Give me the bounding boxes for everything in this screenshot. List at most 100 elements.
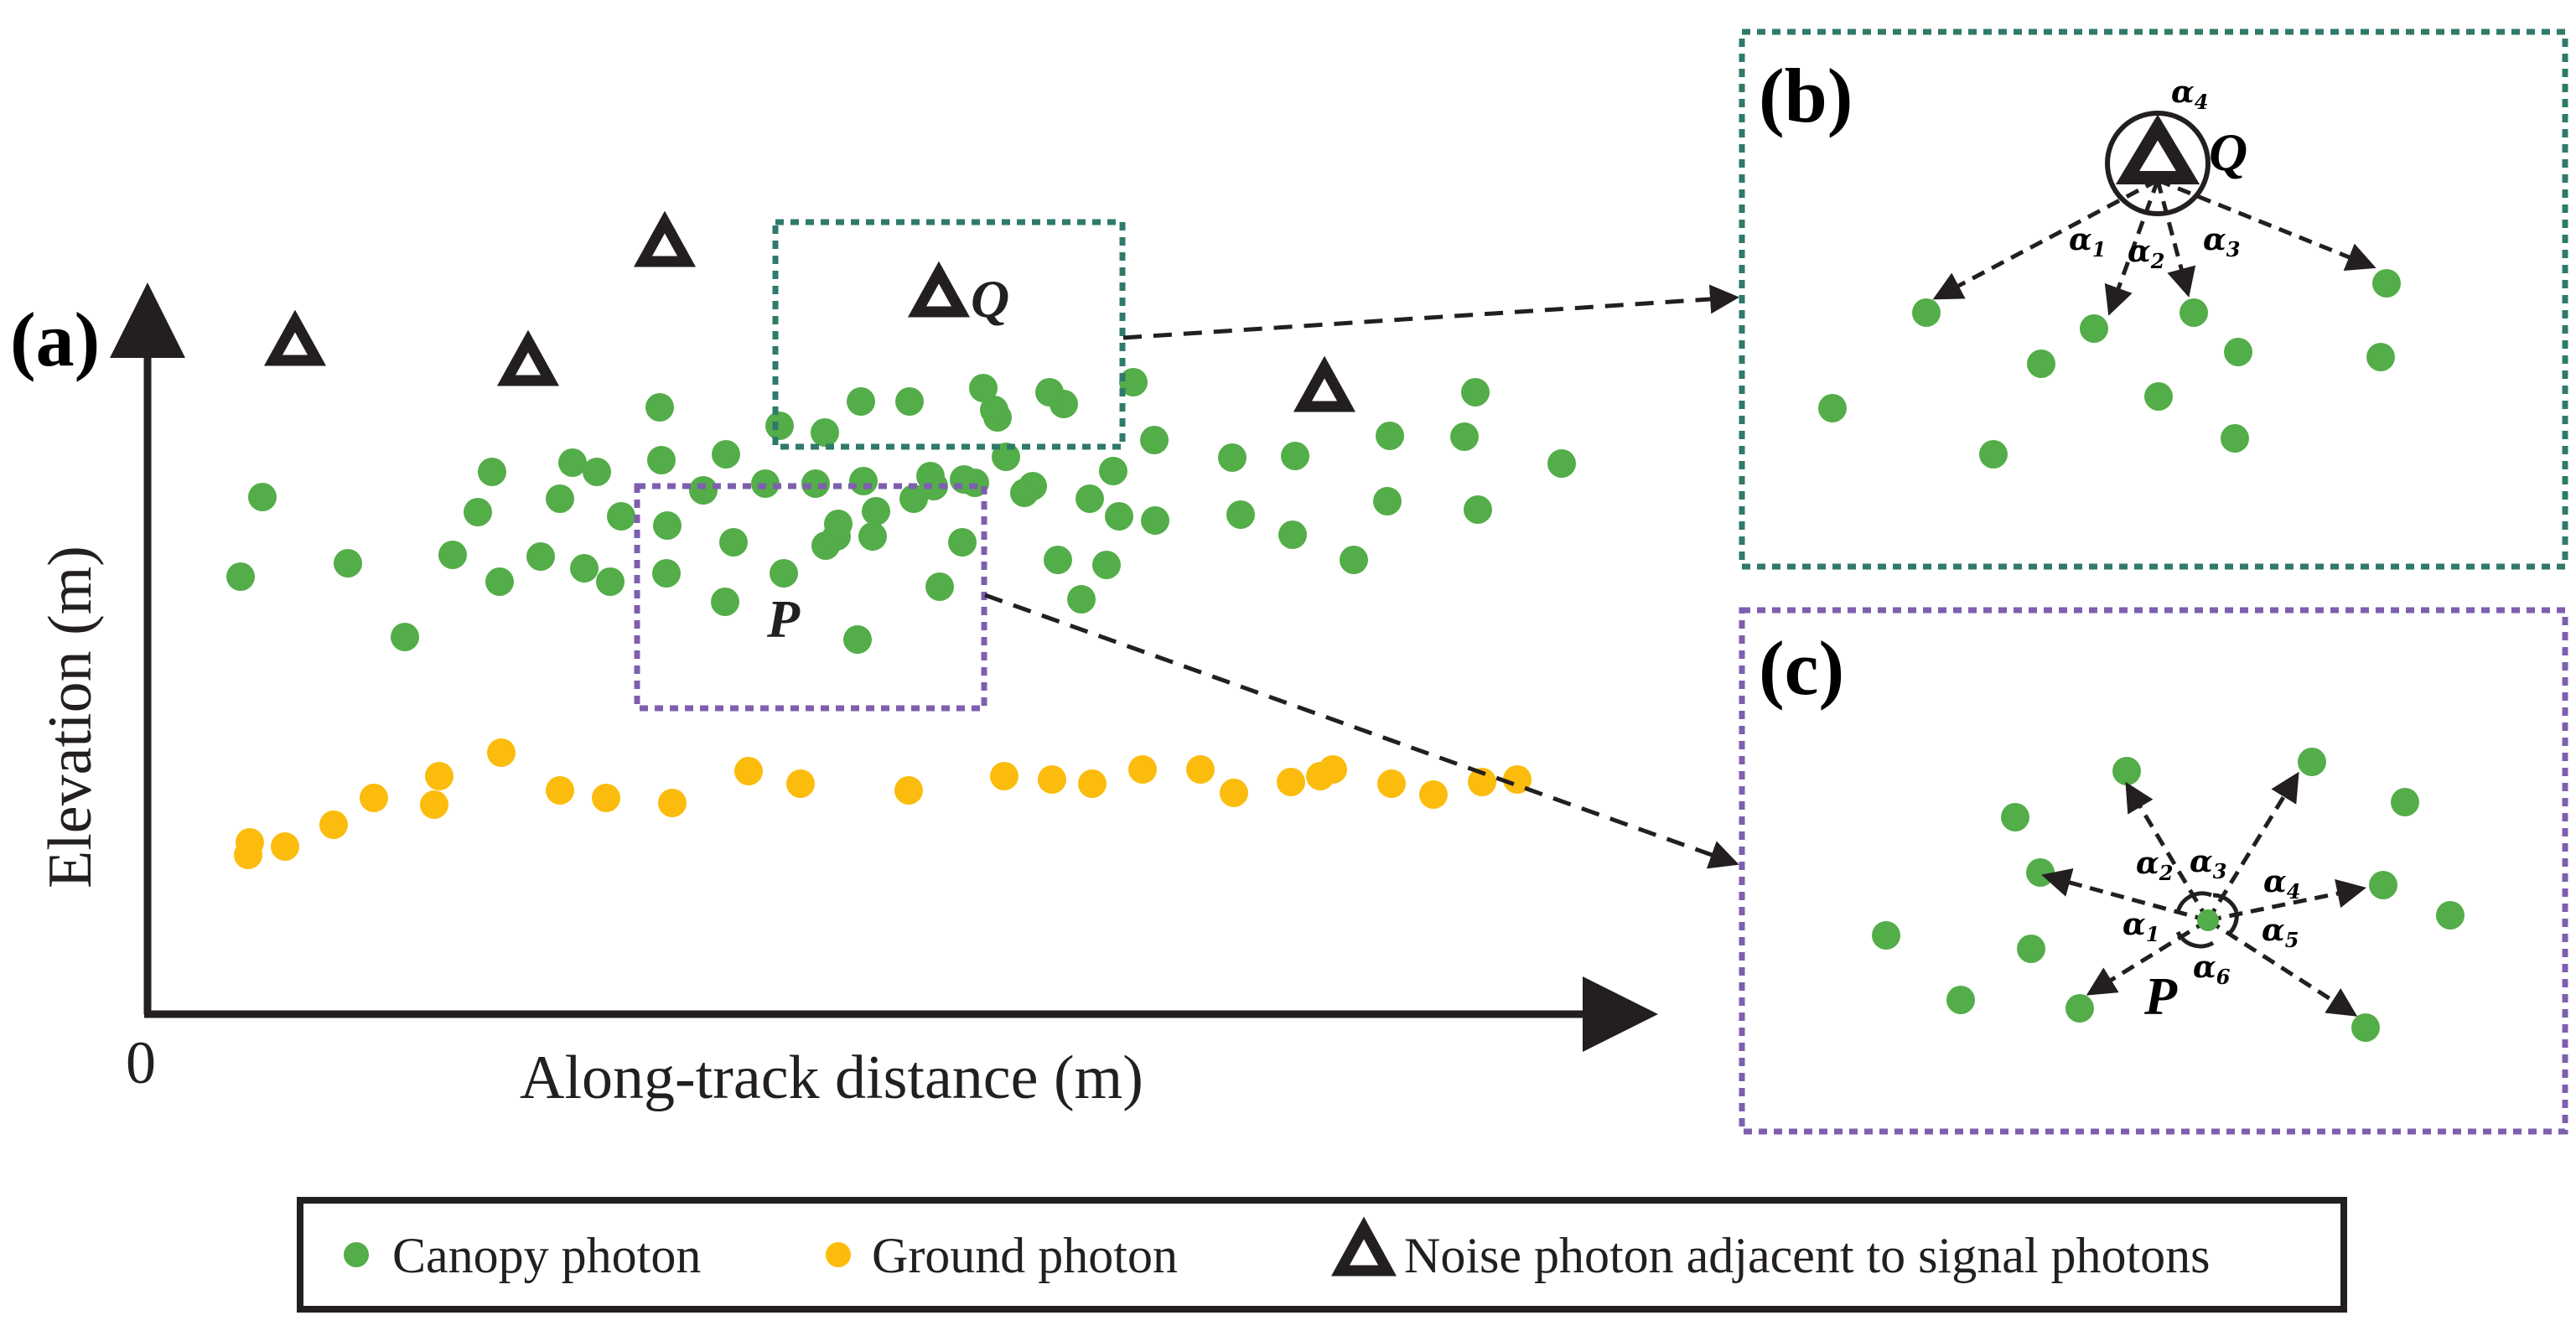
- panel-b-angle-labels: α1 α2 α3 α4: [2069, 75, 2240, 273]
- canopy-photon: [2179, 298, 2208, 327]
- y-axis-label: Elevation (m): [36, 546, 105, 888]
- canopy-photon: [653, 511, 682, 540]
- panel-c-frame: [1739, 607, 2568, 1135]
- canopy-photon: [248, 483, 277, 511]
- canopy-photon: [2112, 757, 2141, 785]
- noise-triangle: [263, 309, 327, 366]
- canopy-photon: [596, 567, 625, 596]
- canopy-photon: [765, 412, 794, 440]
- legend-noise-label: Noise photon adjacent to signal photons: [1404, 1228, 2211, 1283]
- panel-b: (b) Q α1 α2 α3 α4: [1739, 28, 2568, 570]
- canopy-photon: [1547, 449, 1576, 478]
- panel-a: (a) 0 Along-track distance (m) Elevation…: [10, 210, 1739, 1112]
- angle-label-c-6: α6: [2193, 950, 2231, 989]
- ground-photon: [1503, 765, 1532, 794]
- canopy-photon: [843, 625, 872, 654]
- angle-label-c-5: α5: [2262, 913, 2299, 952]
- vector-arrow: [2041, 868, 2209, 923]
- ground-photon: [319, 811, 348, 839]
- canopy-photon: [824, 510, 853, 538]
- canopy-photon: [1067, 585, 1096, 614]
- ground-photon: [1419, 780, 1448, 809]
- canopy-photon: [1075, 484, 1104, 513]
- ground-photon: [1038, 765, 1066, 794]
- canopy-photon: [2369, 871, 2397, 899]
- canopy-photon: [1119, 368, 1148, 396]
- canopy-photon: [1035, 378, 1064, 407]
- canopy-photon: [2144, 382, 2173, 411]
- vector-arrow: [2155, 179, 2196, 298]
- vector-arrow: [2157, 178, 2376, 272]
- zoom-box-q: [772, 219, 1126, 450]
- ground-photon: [786, 769, 815, 798]
- panel-c-angle-labels: α1 α2 α3 α4 α5 α6: [2122, 844, 2300, 989]
- panel-c-point-label: P: [2143, 966, 2178, 1026]
- ground-photon: [1128, 755, 1157, 784]
- legend-canopy-label: Canopy photon: [392, 1228, 701, 1283]
- vector-arrow: [2206, 918, 2358, 1017]
- vector-arrow: [1932, 178, 2159, 300]
- x-axis-label: Along-track distance (m): [520, 1044, 1143, 1112]
- canopy-photon: [570, 554, 599, 583]
- noise-triangle: [633, 210, 697, 267]
- canopy-photon: [858, 522, 887, 551]
- canopy-photon: [2298, 748, 2326, 776]
- angle-label-b-4: α4: [2171, 75, 2208, 114]
- ground-photon: [990, 762, 1018, 790]
- canopy-photon: [1010, 479, 1039, 507]
- canopy-photon: [1912, 298, 1941, 327]
- legend: Canopy photon Ground photon Noise photon…: [297, 1197, 2347, 1313]
- canopy-photon: [1226, 500, 1255, 529]
- ground-photon: [1468, 768, 1496, 796]
- ground-photon: [1186, 755, 1215, 784]
- canopy-photon: [899, 484, 928, 513]
- ground-photon: [1078, 769, 1107, 798]
- canopy-photon: [334, 549, 362, 577]
- canopy-photon: [862, 497, 890, 526]
- canopy-photon: [719, 528, 748, 557]
- canopy-photon: [1818, 394, 1847, 422]
- canopy-photon: [1278, 520, 1307, 549]
- ground-photon: [1220, 779, 1248, 807]
- canopy-photon: [647, 446, 676, 474]
- angle-label-c-4: α4: [2263, 864, 2300, 904]
- canopy-photon: [1141, 506, 1169, 535]
- vector-arrow: [2207, 878, 2366, 923]
- vector-arrow: [2104, 179, 2160, 316]
- canopy-photon: [226, 562, 255, 591]
- canopy-photon: [1979, 440, 2008, 469]
- canopy-photon: [1140, 426, 1169, 454]
- canopy-photon: [2017, 935, 2045, 963]
- noise-triangle: [907, 261, 971, 318]
- ground-photon: [487, 738, 516, 767]
- ground-photon: [234, 841, 262, 869]
- canopy-photon: [712, 440, 740, 469]
- ground-photon: [425, 762, 454, 790]
- canopy-photon: [811, 418, 839, 447]
- canopy-photon: [438, 541, 467, 569]
- ground-photons: [234, 738, 1532, 869]
- canopy-photon: [464, 498, 492, 526]
- ground-photon: [658, 789, 687, 817]
- canopy-photon: [2026, 858, 2055, 887]
- canopy-photon: [801, 469, 830, 498]
- canopy-photon: [895, 387, 924, 416]
- canopy-photon: [969, 374, 998, 402]
- canopy-photon: [652, 559, 681, 588]
- angle-label-c-3: α3: [2190, 844, 2226, 883]
- angle-label-c-1: α1: [2122, 907, 2159, 946]
- canopy-photon: [980, 396, 1008, 424]
- canopy-photon: [1281, 442, 1309, 470]
- canopy-photon: [711, 588, 739, 616]
- noise-triangle-icon: [1331, 1216, 1397, 1277]
- panel-b-canopy-photons: [1818, 269, 2401, 469]
- canopy-photon: [583, 458, 611, 486]
- canopy-photon: [1376, 422, 1404, 450]
- noise-triangle: [1293, 355, 1356, 412]
- panel-b-vectors: [1932, 178, 2376, 316]
- canopy-photon: [849, 467, 878, 495]
- panel-c-canopy-photons: [1872, 748, 2465, 1042]
- canopy-photon: [1872, 921, 1900, 950]
- ground-photon: [592, 784, 620, 812]
- canopy-photon: [2366, 343, 2395, 371]
